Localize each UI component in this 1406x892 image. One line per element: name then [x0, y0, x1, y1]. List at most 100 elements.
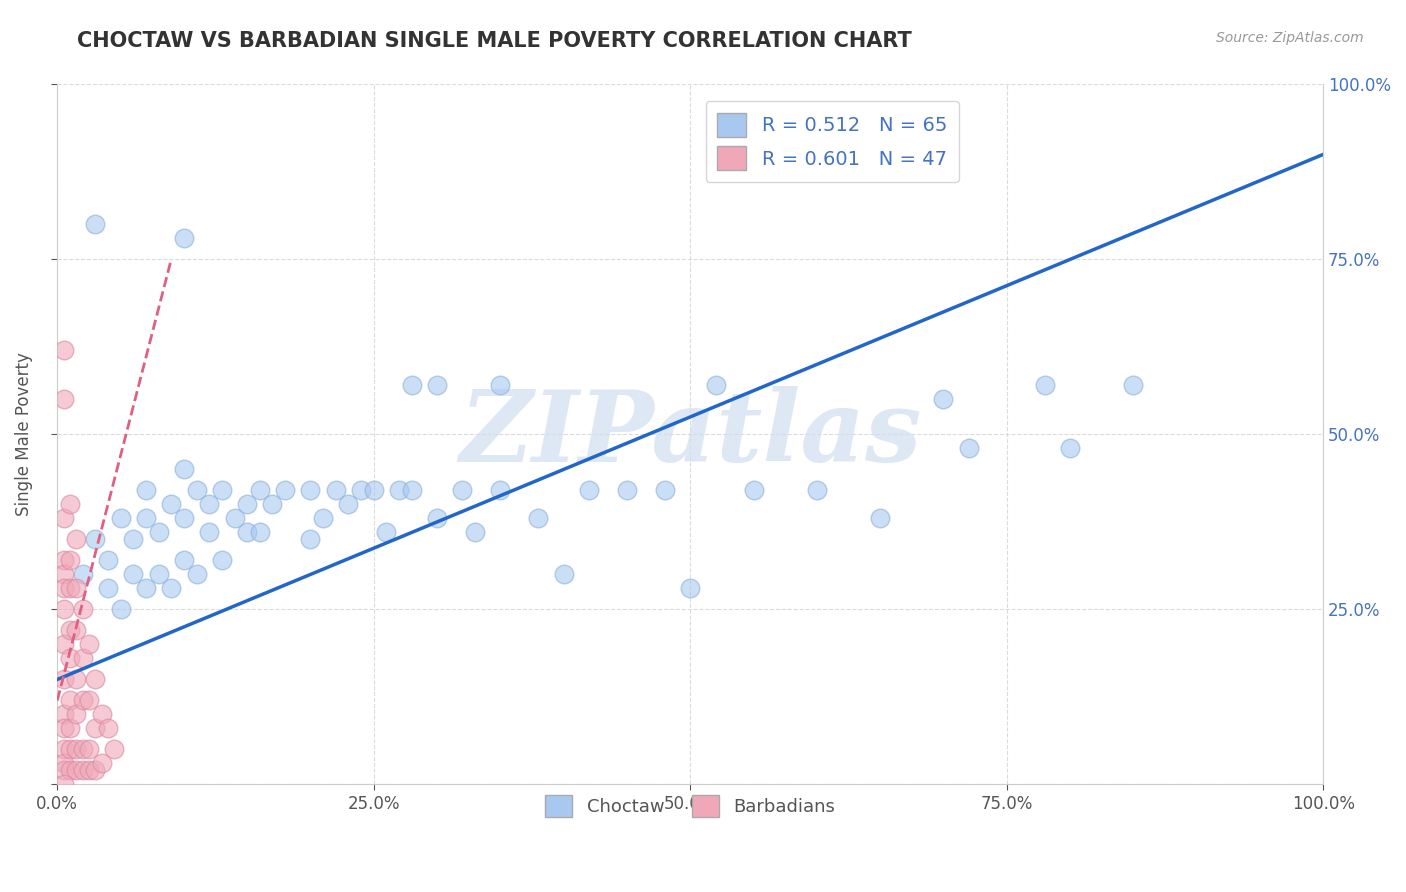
Point	[122, 533, 145, 547]
Point	[77, 742, 100, 756]
Point	[527, 511, 550, 525]
Point	[211, 483, 233, 498]
Point	[59, 651, 82, 665]
Point	[84, 722, 107, 736]
Point	[198, 498, 221, 512]
Point	[173, 553, 195, 567]
Point	[52, 707, 75, 722]
Point	[249, 483, 271, 498]
Point	[72, 651, 94, 665]
Point	[401, 378, 423, 392]
Text: Source: ZipAtlas.com: Source: ZipAtlas.com	[1216, 31, 1364, 45]
Point	[52, 673, 75, 687]
Point	[72, 764, 94, 778]
Point	[375, 525, 398, 540]
Point	[224, 511, 246, 525]
Point	[186, 567, 208, 582]
Point	[103, 742, 125, 756]
Point	[72, 742, 94, 756]
Point	[65, 764, 87, 778]
Point	[173, 511, 195, 525]
Point	[65, 707, 87, 722]
Point	[135, 483, 157, 498]
Point	[464, 525, 486, 540]
Point	[869, 511, 891, 525]
Point	[401, 483, 423, 498]
Point	[236, 498, 259, 512]
Point	[1033, 378, 1056, 392]
Point	[65, 673, 87, 687]
Point	[148, 567, 170, 582]
Point	[52, 553, 75, 567]
Point	[52, 567, 75, 582]
Point	[59, 722, 82, 736]
Point	[262, 498, 284, 512]
Point	[65, 533, 87, 547]
Point	[957, 442, 980, 456]
Point	[59, 742, 82, 756]
Point	[489, 483, 512, 498]
Point	[65, 582, 87, 596]
Point	[59, 764, 82, 778]
Point	[52, 637, 75, 651]
Point	[135, 582, 157, 596]
Text: ZIPatlas: ZIPatlas	[458, 386, 921, 483]
Point	[654, 483, 676, 498]
Point	[90, 707, 112, 722]
Point	[59, 624, 82, 638]
Point	[148, 525, 170, 540]
Point	[90, 756, 112, 771]
Point	[52, 756, 75, 771]
Point	[299, 533, 322, 547]
Point	[426, 378, 449, 392]
Point	[363, 483, 385, 498]
Point	[932, 392, 955, 407]
Point	[52, 777, 75, 791]
Point	[52, 722, 75, 736]
Point	[72, 602, 94, 616]
Point	[211, 553, 233, 567]
Text: CHOCTAW VS BARBADIAN SINGLE MALE POVERTY CORRELATION CHART: CHOCTAW VS BARBADIAN SINGLE MALE POVERTY…	[77, 31, 912, 51]
Point	[274, 483, 297, 498]
Point	[742, 483, 765, 498]
Point	[236, 525, 259, 540]
Point	[426, 511, 449, 525]
Point	[1122, 378, 1144, 392]
Point	[52, 392, 75, 407]
Point	[84, 533, 107, 547]
Point	[578, 483, 600, 498]
Point	[1059, 442, 1081, 456]
Point	[312, 511, 335, 525]
Point	[52, 511, 75, 525]
Point	[59, 553, 82, 567]
Point	[299, 483, 322, 498]
Point	[52, 582, 75, 596]
Point	[806, 483, 828, 498]
Point	[704, 378, 727, 392]
Point	[97, 582, 120, 596]
Point	[59, 498, 82, 512]
Point	[337, 498, 360, 512]
Point	[616, 483, 638, 498]
Point	[451, 483, 474, 498]
Point	[52, 764, 75, 778]
Point	[110, 511, 132, 525]
Point	[77, 693, 100, 707]
Point	[679, 582, 702, 596]
Point	[489, 378, 512, 392]
Point	[122, 567, 145, 582]
Point	[52, 343, 75, 358]
Point	[97, 722, 120, 736]
Point	[135, 511, 157, 525]
Point	[325, 483, 347, 498]
Point	[97, 553, 120, 567]
Point	[173, 462, 195, 476]
Point	[77, 764, 100, 778]
Point	[59, 693, 82, 707]
Point	[160, 582, 183, 596]
Point	[65, 624, 87, 638]
Point	[59, 582, 82, 596]
Point	[84, 218, 107, 232]
Point	[160, 498, 183, 512]
Point	[52, 602, 75, 616]
